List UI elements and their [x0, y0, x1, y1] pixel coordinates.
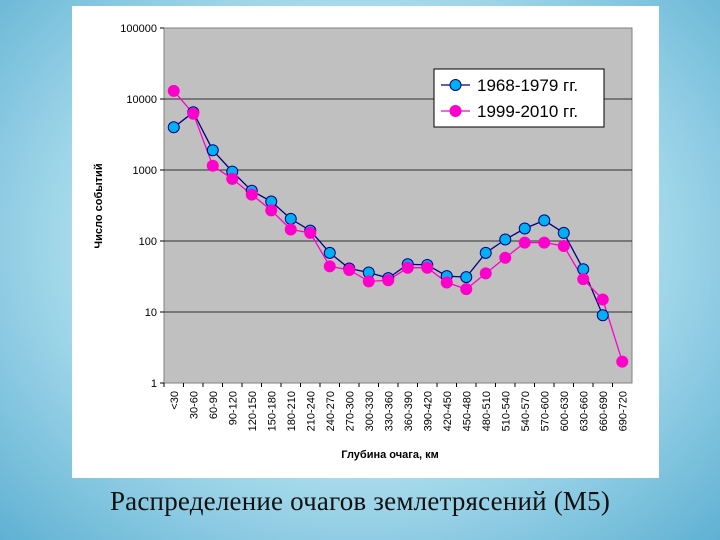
data-point-1999-2010 — [265, 204, 278, 217]
legend: 1968-1979 гг. 1999-2010 гг. — [433, 68, 605, 128]
data-point-1968-1979 — [167, 121, 180, 134]
legend-marker-1968 — [449, 79, 462, 91]
x-tick-label: <30 — [169, 391, 181, 410]
legend-marker-1999 — [449, 105, 462, 117]
data-point-1999-2010 — [226, 172, 239, 185]
data-point-1999-2010 — [421, 261, 434, 274]
legend-label-1968: 1968-1979 гг. — [477, 76, 578, 95]
y-tick-label: 100 — [139, 236, 157, 248]
x-tick-label: 630-660 — [578, 391, 590, 431]
data-point-1999-2010 — [538, 236, 551, 249]
y-tick-labels: 1 10 100 1000 10000 100000 — [120, 23, 164, 390]
x-tick-label: 60-90 — [208, 391, 220, 419]
x-tick-label: 570-600 — [539, 391, 551, 431]
data-point-1999-2010 — [382, 274, 395, 287]
x-tick-label: 480-510 — [481, 391, 493, 431]
y-axis-title: Число событий — [93, 163, 105, 248]
data-point-1999-2010 — [460, 283, 473, 296]
x-axis-title: Глубина очага, км — [341, 449, 438, 461]
legend-box — [433, 68, 605, 128]
x-tick-label: 660-690 — [598, 391, 610, 431]
x-tick-label: 510-540 — [500, 391, 512, 431]
depth-distribution-chart: 1 10 100 1000 10000 100000 <30 30-60 60-90 90-12… — [93, 23, 633, 461]
x-tick-label: 330-360 — [383, 391, 395, 431]
data-point-1999-2010 — [245, 188, 258, 201]
data-point-1999-2010 — [479, 267, 492, 280]
data-point-1968-1979 — [499, 233, 512, 246]
data-point-1968-1979 — [460, 271, 473, 284]
data-point-1999-2010 — [440, 276, 453, 289]
x-tick-label: 690-720 — [617, 391, 629, 431]
data-point-1999-2010 — [499, 251, 512, 264]
data-point-1968-1979 — [557, 226, 570, 239]
data-point-1968-1979 — [323, 246, 336, 259]
data-point-1968-1979 — [479, 246, 492, 259]
data-point-1999-2010 — [304, 226, 317, 239]
data-point-1999-2010 — [518, 236, 531, 249]
chart-card: 1 10 100 1000 10000 100000 <30 30-60 60-90 90-12… — [72, 6, 659, 478]
data-point-1999-2010 — [343, 264, 356, 277]
y-tick-label: 1 — [151, 378, 157, 390]
x-tick-label: 300-330 — [364, 391, 376, 431]
x-tick-label: 30-60 — [188, 391, 200, 419]
x-tick-labels: <30 30-60 60-90 90-120 120-150 150-180 180-210… — [163, 383, 629, 431]
x-tick-label: 450-480 — [461, 391, 473, 431]
data-point-1999-2010 — [323, 260, 336, 273]
data-point-1999-2010 — [596, 293, 609, 306]
data-point-1999-2010 — [284, 223, 297, 236]
slide-caption: Распределение очагов землетрясений (М5) — [109, 486, 611, 516]
data-point-1999-2010 — [362, 275, 375, 288]
data-point-1999-2010 — [616, 355, 629, 368]
x-tick-label: 150-180 — [266, 391, 278, 431]
data-point-1999-2010 — [401, 261, 414, 274]
x-tick-label: 90-120 — [227, 391, 239, 425]
data-point-1968-1979 — [596, 309, 609, 322]
data-point-1999-2010 — [187, 107, 200, 120]
x-tick-label: 540-570 — [520, 391, 532, 431]
x-tick-label: 240-270 — [325, 391, 337, 431]
series — [167, 84, 629, 368]
data-point-1968-1979 — [206, 144, 219, 157]
x-tick-label: 210-240 — [305, 391, 317, 431]
data-point-1968-1979 — [284, 212, 297, 225]
data-point-1968-1979 — [518, 222, 531, 235]
data-point-1968-1979 — [577, 263, 590, 276]
x-tick-label: 390-420 — [422, 391, 434, 431]
x-tick-label: 180-210 — [286, 391, 298, 431]
data-point-1999-2010 — [577, 273, 590, 286]
legend-label-1999: 1999-2010 гг. — [477, 102, 578, 121]
gridlines — [164, 98, 632, 313]
x-tick-label: 120-150 — [247, 391, 259, 431]
data-point-1968-1979 — [538, 214, 551, 227]
y-tick-label: 100000 — [120, 23, 157, 35]
y-tick-label: 10 — [145, 307, 157, 319]
x-tick-label: 600-630 — [559, 391, 571, 431]
data-point-1999-2010 — [206, 159, 219, 172]
x-tick-label: 270-300 — [344, 391, 356, 431]
y-tick-label: 1000 — [133, 165, 157, 177]
y-tick-label: 10000 — [126, 94, 157, 106]
data-point-1999-2010 — [167, 84, 180, 97]
x-tick-label: 420-450 — [442, 391, 454, 431]
x-tick-label: 360-390 — [403, 391, 415, 431]
data-point-1999-2010 — [557, 240, 570, 253]
